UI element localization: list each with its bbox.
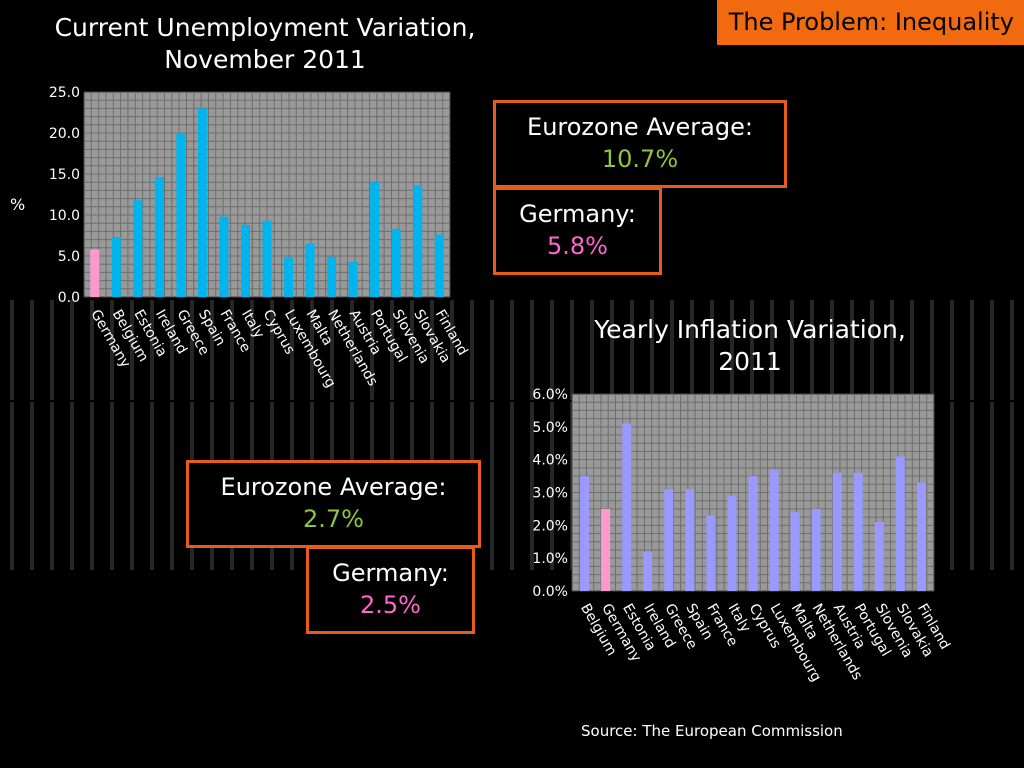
- y-tick-label: 0.0: [58, 290, 80, 306]
- bar-finland: [916, 482, 926, 591]
- y-tick-label: 15.0: [49, 167, 80, 183]
- unemployment-eurozone-callout: Eurozone Average: 10.7%: [493, 100, 787, 188]
- bar-ireland: [154, 177, 164, 297]
- y-tick-label: 0.0%: [532, 584, 568, 600]
- bar-slovakia: [413, 185, 423, 297]
- callout-label: Germany:: [519, 200, 636, 228]
- y-tick-label: 4.0%: [532, 453, 568, 469]
- unemployment-chart-title: Current Unemployment Variation, November…: [54, 13, 476, 74]
- bar-greece: [664, 489, 674, 591]
- y-tick-label: 10.0: [49, 208, 80, 224]
- y-tick-label: 6.0%: [532, 387, 568, 403]
- bar-luxembourg: [284, 257, 294, 297]
- bar-spain: [197, 108, 207, 298]
- source-note: Source: The European Commission: [581, 722, 843, 740]
- bar-cyprus: [748, 476, 758, 591]
- callout-value: 2.7%: [303, 505, 364, 533]
- inflation-germany-callout: Germany: 2.5%: [306, 546, 475, 634]
- bar-estonia: [133, 200, 143, 297]
- bar-ireland: [643, 551, 653, 591]
- bar-slovakia: [895, 456, 905, 591]
- y-tick-label: 5.0: [58, 249, 80, 265]
- bar-portugal: [370, 182, 380, 297]
- unemployment-germany-callout: Germany: 5.8%: [493, 187, 662, 275]
- y-tick-label: 20.0: [49, 126, 80, 142]
- callout-label: Eurozone Average:: [220, 473, 447, 501]
- bar-estonia: [622, 423, 632, 591]
- bar-germany: [601, 508, 611, 591]
- bar-belgium: [111, 237, 121, 297]
- bar-greece: [176, 133, 186, 297]
- bar-finland: [434, 234, 444, 297]
- y-tick-label: 2.0%: [532, 518, 568, 534]
- callout-label: Germany:: [332, 559, 449, 587]
- bar-italy: [727, 495, 737, 591]
- slide-title-tag: The Problem: Inequality: [716, 0, 1024, 45]
- bar-malta: [305, 243, 315, 297]
- y-tick-label: 5.0%: [532, 420, 568, 436]
- callout-value: 2.5%: [360, 591, 421, 619]
- bar-germany: [90, 249, 100, 297]
- bar-austria: [348, 261, 358, 297]
- bar-italy: [240, 224, 250, 297]
- inflation-eurozone-callout: Eurozone Average: 2.7%: [186, 460, 481, 548]
- bar-netherlands: [811, 508, 821, 591]
- bar-spain: [685, 489, 695, 591]
- y-tick-label: 1.0%: [532, 551, 568, 567]
- inflation-chart-title: Yearly Inflation Variation, 2011: [594, 315, 906, 376]
- bar-slovenia: [391, 228, 401, 297]
- callout-label: Eurozone Average:: [527, 113, 753, 141]
- y-axis-label: %: [10, 195, 25, 214]
- bar-portugal: [853, 472, 863, 591]
- bar-luxembourg: [769, 469, 779, 591]
- bar-france: [706, 515, 716, 591]
- bar-slovenia: [874, 522, 884, 591]
- callout-value: 5.8%: [547, 232, 608, 260]
- bar-france: [219, 216, 229, 297]
- bar-belgium: [580, 476, 590, 591]
- y-tick-label: 25.0: [49, 85, 80, 101]
- y-tick-label: 3.0%: [532, 486, 568, 502]
- bar-austria: [832, 472, 842, 591]
- unemployment-chart: 0.05.010.015.020.025.0%GermanyBelgiumEst…: [10, 85, 471, 391]
- callout-value: 10.7%: [601, 145, 679, 173]
- bar-cyprus: [262, 220, 272, 297]
- decorative-stripes-upper: [0, 300, 1024, 400]
- bar-netherlands: [327, 256, 337, 297]
- inflation-chart: 0.0%1.0%2.0%3.0%4.0%5.0%6.0%BelgiumGerma…: [532, 387, 952, 685]
- bar-malta: [790, 512, 800, 591]
